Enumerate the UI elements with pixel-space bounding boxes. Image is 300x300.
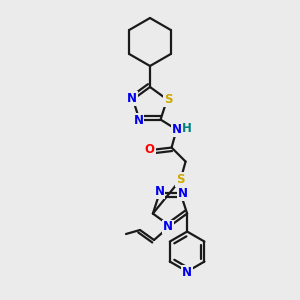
Text: N: N: [182, 266, 192, 279]
Text: S: S: [164, 93, 172, 106]
Text: N: N: [178, 187, 188, 200]
Text: H: H: [182, 122, 191, 135]
Text: O: O: [145, 143, 154, 156]
Text: N: N: [154, 185, 164, 198]
Text: N: N: [127, 92, 137, 105]
Text: N: N: [163, 220, 173, 233]
Text: N: N: [134, 114, 143, 127]
Text: N: N: [172, 123, 182, 136]
Text: S: S: [176, 173, 185, 186]
